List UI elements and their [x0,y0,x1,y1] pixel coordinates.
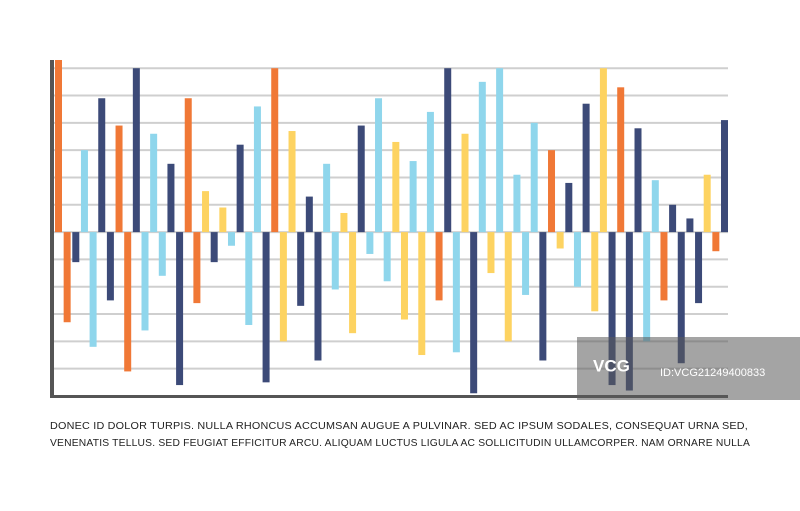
x-axis [50,395,728,398]
bar [314,232,322,361]
caption: VENENATIS TELLUS. SED FEUGIAT EFFICITUR … [50,437,750,449]
bar [202,191,210,233]
bar [253,106,261,233]
watermark-logo: VCG [593,356,630,375]
bar [548,150,556,233]
bar [383,232,391,282]
bar [63,232,71,323]
bar [539,232,547,361]
bar [721,120,728,233]
bar [461,133,469,233]
bar [400,232,408,320]
bar [227,232,235,246]
bar [478,81,486,233]
bar [158,232,166,276]
bar [331,232,339,290]
bar [176,232,184,386]
bar [297,232,305,306]
bar [409,161,417,233]
bar [210,232,218,263]
bar [608,232,616,386]
bar [487,232,495,274]
bar [660,232,668,301]
bar [582,103,590,233]
bar [279,232,287,342]
bar [150,133,158,233]
bar [625,232,633,391]
bar [686,218,694,233]
bar [669,204,677,233]
bar [418,232,426,356]
bar [124,232,132,372]
bar [340,212,348,233]
bar [695,232,703,304]
bar [236,144,244,233]
bar [262,232,270,383]
bar [115,125,123,233]
bar [565,182,573,233]
bar [89,232,97,347]
bar [167,163,175,233]
bar [712,232,720,252]
bar [245,232,253,325]
bar [132,68,140,233]
bar [522,232,530,295]
bar [496,68,504,233]
bar [288,131,296,233]
bar [271,68,279,233]
bar [323,163,331,233]
bar [98,98,106,233]
bar [366,232,374,254]
watermark-box [577,337,800,400]
bar [677,232,685,364]
bar [392,141,400,233]
bar [452,232,460,353]
bar [375,98,383,233]
bar [80,150,88,233]
bar [504,232,512,342]
bar [513,174,521,233]
bar [444,68,452,233]
bar [72,232,80,263]
bar [530,122,538,233]
bar [599,68,607,233]
bar [591,232,599,312]
bar [426,111,434,233]
bar [651,180,659,233]
bar [219,207,227,233]
bar [184,98,192,233]
bar [141,232,149,331]
bar [55,60,62,233]
bar [357,125,365,233]
bar [435,232,443,301]
bar [634,128,642,233]
bar [573,232,581,287]
caption: DONEC ID DOLOR TURPIS. NULLA RHONCUS ACC… [50,420,748,432]
watermark-id: ID:VCG21249400833 [660,367,765,379]
bar [703,174,711,233]
bar [349,232,357,334]
bar [106,232,114,301]
bar [305,196,313,233]
bar [470,232,478,394]
bar [643,232,651,342]
bar [617,87,625,233]
bar [556,232,564,249]
y-axis [50,60,54,398]
bar [193,232,201,304]
